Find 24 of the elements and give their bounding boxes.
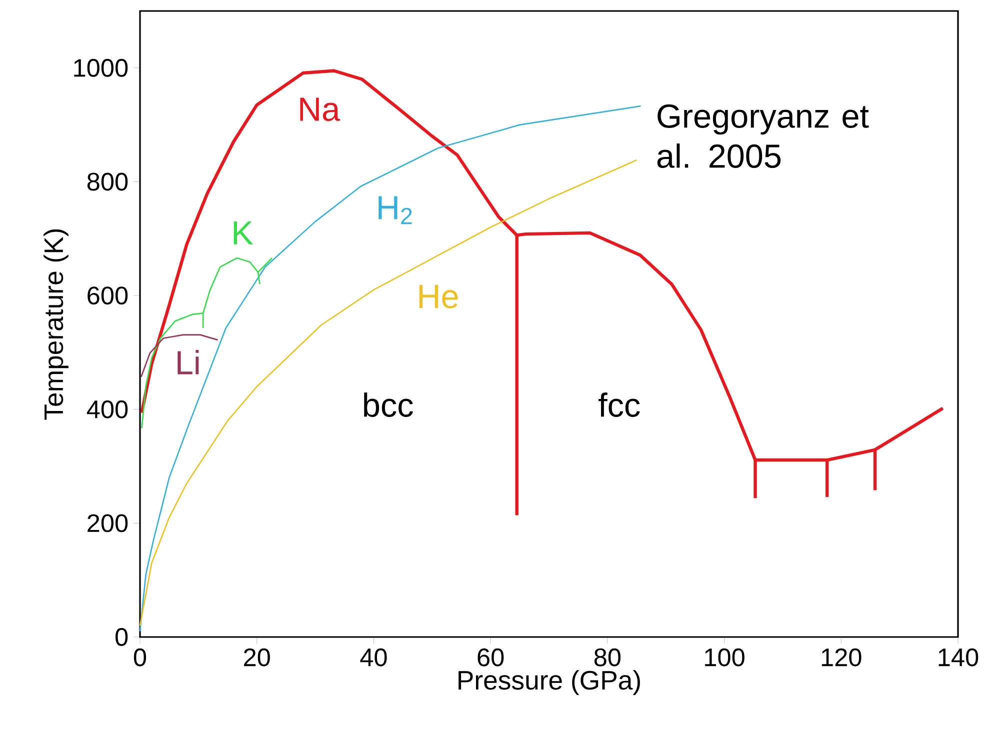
series-label: Li	[178, 350, 199, 374]
annotation: bcc	[364, 392, 413, 417]
y-tick-label: 1000	[74, 58, 128, 77]
y-tick-label: 400	[86, 400, 128, 418]
series-label: He	[419, 285, 458, 308]
annotation: fcc	[598, 392, 640, 417]
y-axis-title: Temperature (K)	[44, 229, 68, 420]
x-axis-title: Pressure (GPa)	[458, 670, 640, 695]
x-tick-label: 40	[360, 648, 387, 666]
x-tick-label: 20	[244, 648, 270, 666]
x-tick-label: 80	[594, 648, 621, 666]
y-tick-label: 600	[88, 286, 128, 305]
x-tick-label: 140	[938, 648, 978, 666]
series-label: K	[234, 221, 253, 244]
series-label: Na	[300, 98, 340, 122]
x-tick-label: 100	[705, 648, 744, 666]
x-tick-label: 120	[822, 648, 862, 666]
y-tick-label: 0	[116, 628, 128, 646]
y-tick-label: 800	[87, 172, 128, 191]
x-tick-label: 60	[478, 648, 504, 666]
series-label: H$_{2}$	[378, 196, 412, 224]
annotation: Gregoryanz et al. 2005	[657, 104, 869, 168]
x-tick-label: 0	[134, 648, 146, 666]
y-tick-label: 200	[88, 514, 128, 532]
